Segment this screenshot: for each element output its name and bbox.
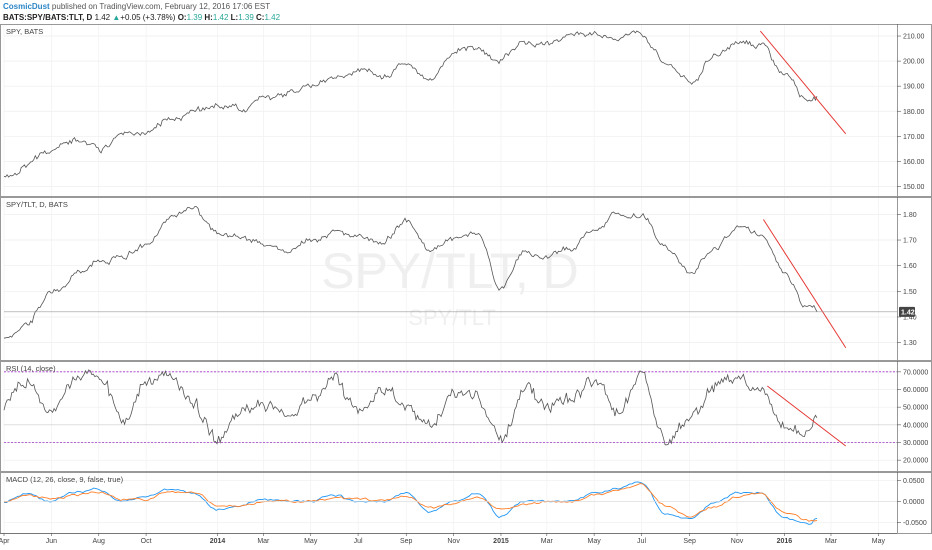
y-tick-label-spy-6: 210.00 [903,34,925,41]
y-tick-label-rsi-1: 30.0000 [903,440,928,447]
x-tick-label-11: Mar [541,538,554,545]
pane-label-rsi: RSI (14, close) [6,364,56,373]
y-tick-label-spy-2: 170.00 [903,134,925,141]
x-tick-label-0: Apr [0,538,10,545]
y-tick-label-spy-5: 200.00 [903,59,925,66]
last-value: 1.42 [94,13,111,22]
x-tick-label-12: May [588,538,602,545]
x-tick-label-14: Sep [683,538,696,545]
pane-label-macd: MACD (12, 26, close, 9, false, true) [6,475,124,484]
ohlc-line: BATS:SPY/BATS:TLT, D 1.42 ▲+0.05 (+3.78%… [3,13,280,23]
x-tick-label-4: 2014 [210,538,226,545]
x-tick-label-1: Jun [46,538,57,545]
x-tick-label-16: 2016 [777,538,793,545]
y-tick-label-ratio-1: 1.40 [903,314,917,321]
x-tick-label-8: Sep [400,538,413,545]
change-value: +0.05 (+3.78%) [120,13,176,22]
x-tick-label-2: Aug [93,538,106,545]
x-tick-label-10: 2015 [493,538,509,545]
macd-line [3,481,818,525]
publish-line: CosmicDust published on TradingView.com,… [3,2,270,12]
x-tick-label-9: Nov [447,538,460,545]
y-tick-label-macd-0: -0.0500 [903,520,927,527]
close-value: 1.42 [264,13,281,22]
x-tick-label-17: Mar [825,538,838,545]
pane-label-spy: SPY, BATS [6,27,43,36]
y-tick-label-macd-2: 0.0500 [903,478,925,485]
open-label: O: [177,13,187,22]
spy-trendline [759,30,847,135]
published-text: published on TradingView.com, February 1… [51,2,271,11]
y-tick-label-rsi-4: 60.0000 [903,387,928,394]
last-price-badge [899,306,915,317]
y-tick-label-ratio-2: 1.50 [903,289,917,296]
last-price-badge-text: 1.42 [901,310,915,317]
x-tick-label-13: Jul [637,538,646,545]
ratio-line [3,205,818,339]
watermark: SPY/TLT, D [321,243,578,299]
y-tick-label-rsi-2: 40.0000 [903,422,928,429]
y-tick-label-ratio-5: 1.80 [903,212,917,219]
pane-rsi-frame [0,361,932,472]
high-value: 1.42 [212,13,229,22]
y-tick-label-rsi-0: 20.0000 [903,458,928,465]
low-label: L: [230,13,239,22]
x-tick-label-15: Nov [731,538,744,545]
x-tick-label-5: Mar [257,538,270,545]
x-tick-label-18: May [872,538,886,545]
y-tick-label-spy-1: 160.00 [903,159,925,166]
y-tick-label-spy-0: 150.00 [903,184,925,191]
ratio-trendline [763,219,847,349]
rsi-line [3,369,818,446]
x-tick-label-7: Jul [354,538,363,545]
author-link[interactable]: CosmicDust [3,2,50,11]
y-tick-label-ratio-4: 1.70 [903,238,917,245]
rsi-trendline [767,385,847,447]
y-tick-label-spy-3: 180.00 [903,109,925,116]
y-tick-label-ratio-3: 1.60 [903,263,917,270]
pane-label-ratio: SPY/TLT, D, BATS [6,200,68,209]
watermark-sub: SPY/TLT [408,305,496,330]
high-label: H: [204,13,213,22]
close-label: C: [256,13,265,22]
open-value: 1.39 [186,13,203,22]
chart-header: CosmicDust published on TradingView.com,… [0,0,932,24]
spy-line [3,30,818,178]
pane-macd-frame [0,472,932,534]
y-tick-label-rsi-3: 50.0000 [903,405,928,412]
symbol-label[interactable]: BATS:SPY/BATS:TLT, D [3,13,93,22]
y-tick-label-ratio-0: 1.30 [903,340,917,347]
low-value: 1.39 [238,13,254,22]
y-tick-label-rsi-5: 70.0000 [903,369,928,376]
x-tick-label-6: May [304,538,318,545]
x-tick-label-3: Oct [141,538,152,545]
signal-line [3,483,818,522]
y-tick-label-macd-1: 0.0000 [903,499,925,506]
y-tick-label-spy-4: 190.00 [903,84,925,91]
change-arrow-icon: ▲ [112,13,121,22]
